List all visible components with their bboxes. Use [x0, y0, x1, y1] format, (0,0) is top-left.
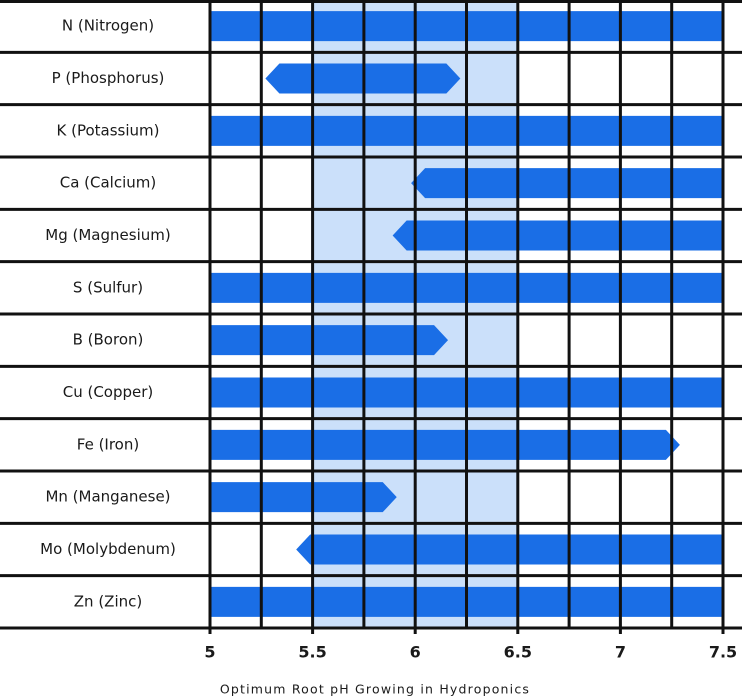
range-bar — [411, 168, 723, 199]
plot — [0, 0, 742, 634]
row-label: S (Sulfur) — [73, 278, 143, 296]
row-label: Ca (Calcium) — [60, 174, 157, 192]
row-label: P (Phosphorus) — [52, 69, 165, 87]
x-tick-label: 7.5 — [709, 643, 737, 662]
row-label: Cu (Copper) — [63, 383, 154, 401]
x-tick-label: 6.5 — [504, 643, 532, 662]
row-label: N (Nitrogen) — [62, 17, 154, 35]
row-label: Mn (Manganese) — [45, 488, 170, 506]
x-tick-label: 6 — [410, 643, 421, 662]
row-label: Fe (Iron) — [77, 435, 139, 453]
range-bar — [210, 429, 680, 460]
range-bar — [210, 325, 449, 356]
row-label: Zn (Zinc) — [74, 592, 142, 610]
x-axis-title: Optimum Root pH Growing in Hydroponics — [220, 682, 530, 697]
x-tick-label: 5.5 — [298, 643, 326, 662]
range-bar — [296, 534, 723, 565]
x-tick-label: 7 — [615, 643, 626, 662]
x-tick-label: 5 — [204, 643, 215, 662]
row-label: Mg (Magnesium) — [45, 226, 170, 244]
range-bar — [392, 220, 723, 251]
row-label: B (Boron) — [73, 331, 144, 349]
range-bar — [210, 482, 397, 513]
row-label: K (Potassium) — [57, 121, 160, 139]
row-label: Mo (Molybdenum) — [40, 540, 176, 558]
